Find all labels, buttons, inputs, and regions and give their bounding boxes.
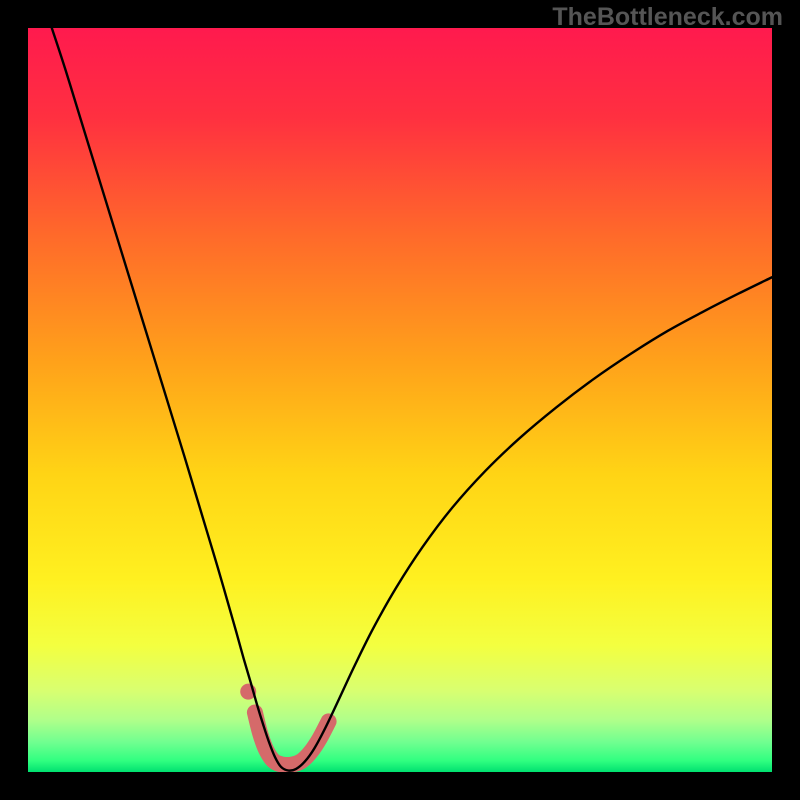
plot-area <box>28 28 772 772</box>
gradient-background <box>28 28 772 772</box>
chart-container: TheBottleneck.com <box>0 0 800 800</box>
chart-svg <box>28 28 772 772</box>
watermark-text: TheBottleneck.com <box>552 3 783 32</box>
